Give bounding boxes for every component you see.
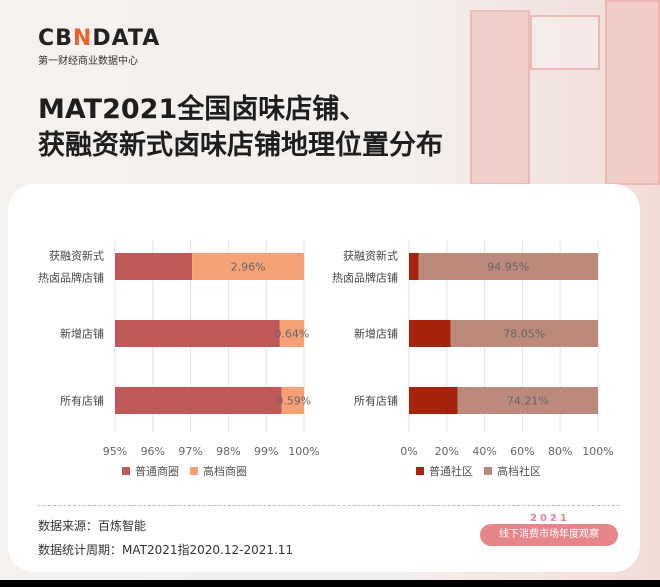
data-label: 74.21% xyxy=(507,395,549,408)
x-tick-label: 20% xyxy=(435,445,459,458)
data-label: 78.05% xyxy=(503,328,545,341)
x-tick-label: 40% xyxy=(472,445,496,458)
bar-普通社区 xyxy=(409,387,458,414)
data-label: 0.64% xyxy=(274,328,309,341)
data-label: 94.95% xyxy=(487,261,529,274)
bar-高档商圈 xyxy=(192,253,304,280)
x-tick-label: 100% xyxy=(288,445,319,458)
x-tick-label: 80% xyxy=(548,445,572,458)
noodle-sign-icon xyxy=(530,15,600,70)
category-label: 获融资新式 xyxy=(343,249,398,263)
legend-swatch xyxy=(484,467,492,475)
title-line-1: MAT2021全国卤味店铺、 xyxy=(38,94,367,125)
bar-高档商圈 xyxy=(281,387,304,414)
legend-label: 高档社区 xyxy=(497,464,541,478)
bar-普通商圈 xyxy=(115,387,282,414)
bar-高档社区 xyxy=(418,253,598,280)
bar-普通社区 xyxy=(409,320,451,347)
brand-subtitle: 第一财经商业数据中心 xyxy=(38,56,138,67)
bar-普通社区 xyxy=(409,253,419,280)
bar-普通商圈 xyxy=(115,320,280,347)
legend-swatch xyxy=(190,467,198,475)
title-line-2: 获融资新式卤味店铺地理位置分布 xyxy=(38,130,443,161)
building-illustration xyxy=(605,0,660,185)
x-tick-label: 100% xyxy=(582,445,613,458)
x-tick-label: 97% xyxy=(178,445,202,458)
brand-logo: CBNDATA xyxy=(38,26,161,51)
legend-swatch xyxy=(416,467,424,475)
x-tick-label: 95% xyxy=(103,445,127,458)
x-tick-label: 0% xyxy=(400,445,417,458)
legend-label: 高档商圈 xyxy=(203,464,247,478)
x-tick-label: 96% xyxy=(141,445,165,458)
data-label: 0.59% xyxy=(276,395,311,408)
category-label: 新增店铺 xyxy=(354,327,398,341)
category-label: 新增店铺 xyxy=(60,327,104,341)
legend-label: 普通商圈 xyxy=(135,464,179,478)
legend-swatch xyxy=(122,467,130,475)
x-tick-label: 60% xyxy=(510,445,534,458)
x-tick-label: 99% xyxy=(254,445,278,458)
data-label: 2.96% xyxy=(231,261,266,274)
x-tick-label: 98% xyxy=(216,445,240,458)
data-period: 数据统计周期：MAT2021指2020.12-2021.11 xyxy=(38,543,294,557)
bar-高档社区 xyxy=(450,320,598,347)
data-source: 数据来源：百炼智能 xyxy=(38,519,147,533)
annual-badge: 线下消费市场年度观察 xyxy=(480,524,618,546)
legend-label: 普通社区 xyxy=(429,464,473,478)
page-title: MAT2021全国卤味店铺、 获融资新式卤味店铺地理位置分布 xyxy=(38,92,443,164)
category-label: 热卤品牌店铺 xyxy=(332,271,398,285)
building-illustration xyxy=(470,10,530,185)
bar-高档社区 xyxy=(457,387,598,414)
category-label: 所有店铺 xyxy=(60,394,104,408)
bar-普通商圈 xyxy=(115,253,193,280)
category-label: 所有店铺 xyxy=(354,394,398,408)
chart-card xyxy=(8,184,640,572)
divider xyxy=(38,505,620,506)
category-label: 获融资新式 xyxy=(49,249,104,263)
category-label: 热卤品牌店铺 xyxy=(38,271,104,285)
badge-year: 2021 xyxy=(530,513,570,524)
bar-高档商圈 xyxy=(279,320,304,347)
